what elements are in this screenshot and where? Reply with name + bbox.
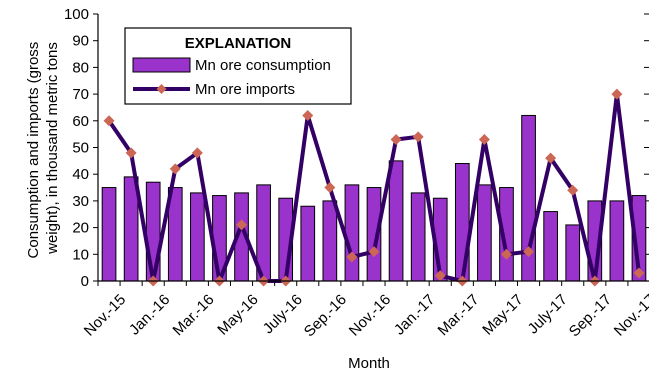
y-tick-label: 40 bbox=[72, 166, 89, 183]
y-tick-label: 90 bbox=[72, 33, 89, 50]
axes bbox=[97, 14, 649, 282]
imports-point bbox=[390, 133, 402, 145]
y-tick-label: 50 bbox=[72, 140, 89, 157]
consumption-bar bbox=[300, 205, 316, 282]
y-tick-label: 10 bbox=[72, 246, 89, 263]
legend-consumption-swatch bbox=[132, 57, 191, 73]
x-tick-label: May-17 bbox=[479, 291, 526, 338]
x-tick-label: Jan.-16 bbox=[126, 291, 173, 338]
x-axis-ticks: Nov.-15Jan.-16Mar.-16May-16July-16Sep.-1… bbox=[81, 281, 649, 340]
y-tick-label: 20 bbox=[72, 220, 89, 237]
consumption-bar bbox=[344, 184, 360, 282]
x-tick-label: July-16 bbox=[260, 291, 306, 337]
imports-point bbox=[324, 182, 336, 194]
imports-point bbox=[412, 131, 424, 143]
legend-title: EXPLANATION bbox=[185, 35, 291, 52]
y-axis-title-line-2: weight), in thousand metric tons bbox=[44, 42, 61, 255]
x-tick-label: Nov.-15 bbox=[81, 291, 129, 339]
imports-point bbox=[633, 267, 645, 279]
y-tick-label: 30 bbox=[72, 193, 89, 210]
y-tick-label: 60 bbox=[72, 113, 89, 130]
legend: EXPLANATION Mn ore consumption Mn ore im… bbox=[124, 27, 352, 105]
x-tick-label: May-16 bbox=[214, 291, 261, 338]
consumption-bar bbox=[123, 176, 139, 282]
imports-point bbox=[368, 246, 380, 258]
x-tick-label: Sep.-17 bbox=[566, 291, 615, 340]
consumption-bar bbox=[477, 184, 492, 282]
imports-point bbox=[103, 115, 115, 127]
consumption-bar bbox=[322, 200, 338, 282]
imports-point bbox=[523, 246, 535, 258]
legend-imports-label: Mn ore imports bbox=[195, 81, 295, 98]
x-axis-title: Month bbox=[348, 355, 390, 372]
y-axis-ticks: 0 10 20 30 40 50 60 70 80 90 100 bbox=[64, 6, 649, 290]
y-tick-label: 0 bbox=[81, 273, 89, 290]
x-tick-label: Nov.-17 bbox=[611, 291, 649, 339]
consumption-bars bbox=[101, 114, 647, 282]
consumption-bar bbox=[388, 160, 404, 282]
imports-point bbox=[302, 109, 314, 121]
y-tick-label: 70 bbox=[72, 86, 89, 103]
consumption-bar bbox=[101, 187, 117, 282]
imports-point bbox=[500, 248, 512, 260]
imports-point bbox=[191, 147, 203, 159]
y-axis-title: Consumption and imports (gross weight), … bbox=[25, 38, 61, 259]
imports-point bbox=[236, 219, 248, 231]
imports-point bbox=[434, 270, 446, 282]
y-tick-label: 100 bbox=[64, 6, 89, 23]
imports-point bbox=[567, 184, 579, 196]
x-tick-label: July-17 bbox=[525, 291, 571, 337]
imports-point bbox=[611, 88, 623, 100]
consumption-bar bbox=[410, 192, 426, 282]
consumption-bar bbox=[454, 163, 470, 282]
consumption-bar bbox=[609, 200, 625, 282]
legend-consumption-label: Mn ore consumption bbox=[195, 57, 331, 74]
legend-imports-marker bbox=[156, 84, 167, 94]
consumption-bar bbox=[190, 192, 205, 282]
y-tick-label: 80 bbox=[72, 59, 89, 76]
imports-point bbox=[125, 147, 137, 159]
imports-point bbox=[346, 251, 358, 263]
consumption-bar bbox=[543, 211, 558, 282]
x-tick-label: Jan.-17 bbox=[391, 291, 438, 338]
imports-point bbox=[545, 152, 557, 164]
x-tick-label: Sep.-16 bbox=[301, 291, 350, 340]
x-tick-label: Mar.-17 bbox=[435, 291, 483, 339]
imports-point bbox=[478, 133, 490, 145]
y-axis-title-line-1: Consumption and imports (gross bbox=[25, 42, 42, 259]
x-tick-label: Nov.-16 bbox=[346, 291, 394, 339]
x-tick-label: Mar.-16 bbox=[170, 291, 218, 339]
consumption-bar bbox=[565, 224, 581, 282]
imports-point bbox=[169, 163, 181, 175]
